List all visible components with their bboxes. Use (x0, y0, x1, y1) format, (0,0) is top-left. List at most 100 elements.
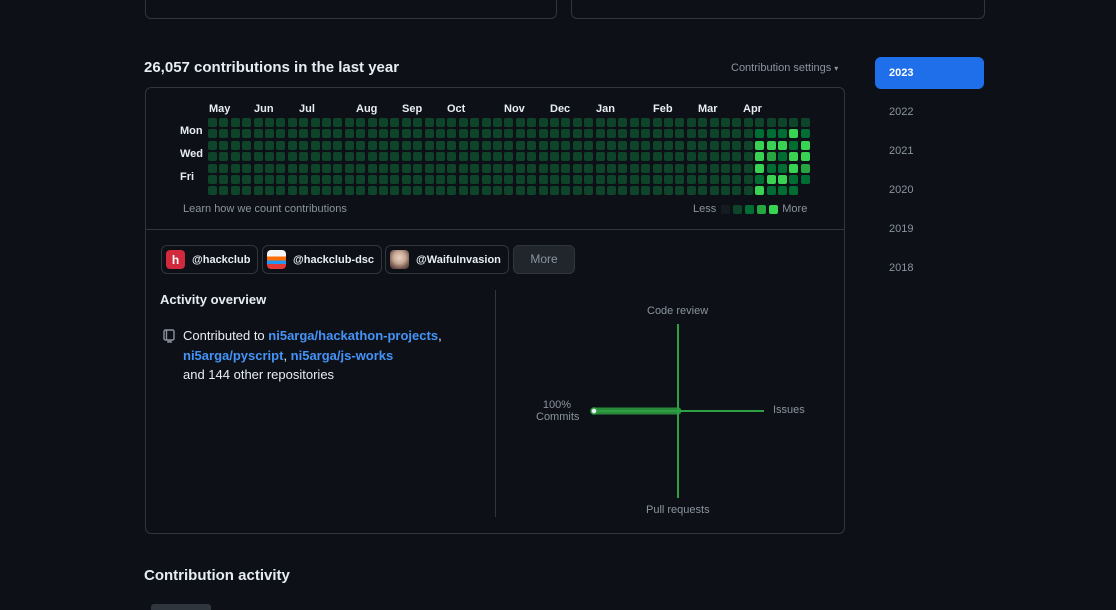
contribution-day-cell[interactable] (276, 129, 286, 139)
contribution-day-cell[interactable] (379, 140, 388, 150)
contribution-day-cell[interactable] (310, 129, 320, 139)
contribution-day-cell[interactable] (641, 175, 651, 184)
contribution-day-cell[interactable] (299, 129, 309, 139)
contribution-day-cell[interactable] (424, 152, 434, 162)
contribution-day-cell[interactable] (686, 152, 696, 162)
contribution-day-cell[interactable] (356, 186, 366, 196)
contribution-day-cell[interactable] (743, 175, 753, 184)
contribution-day-cell[interactable] (299, 152, 309, 162)
contribution-day-cell[interactable] (413, 186, 423, 196)
contribution-day-cell[interactable] (721, 163, 730, 173)
contribution-day-cell[interactable] (287, 140, 297, 150)
contribution-day-cell[interactable] (379, 129, 388, 139)
contribution-day-cell[interactable] (607, 175, 616, 184)
contribution-day-cell[interactable] (208, 152, 217, 162)
contribution-day-cell[interactable] (675, 175, 685, 184)
contribution-day-cell[interactable] (755, 163, 765, 173)
contribution-day-cell[interactable] (367, 129, 377, 139)
contribution-day-cell[interactable] (641, 152, 651, 162)
contribution-day-cell[interactable] (550, 118, 559, 127)
contribution-day-cell[interactable] (424, 186, 434, 196)
contribution-day-cell[interactable] (322, 152, 331, 162)
contribution-day-cell[interactable] (436, 118, 445, 127)
contribution-day-cell[interactable] (550, 163, 559, 173)
contribution-day-cell[interactable] (253, 140, 263, 150)
contribution-day-cell[interactable] (538, 140, 548, 150)
contribution-day-cell[interactable] (789, 163, 799, 173)
contribution-day-cell[interactable] (789, 129, 799, 139)
contribution-day-cell[interactable] (424, 129, 434, 139)
contribution-day-cell[interactable] (584, 163, 594, 173)
contribution-day-cell[interactable] (436, 175, 445, 184)
contribution-day-cell[interactable] (470, 118, 480, 127)
contribution-day-cell[interactable] (253, 129, 263, 139)
contribution-day-cell[interactable] (515, 140, 525, 150)
year-link-2021[interactable]: 2021 (889, 145, 914, 157)
contribution-day-cell[interactable] (527, 186, 537, 196)
contribution-day-cell[interactable] (721, 175, 730, 184)
contribution-day-cell[interactable] (322, 140, 331, 150)
contribution-day-cell[interactable] (778, 186, 787, 196)
contribution-day-cell[interactable] (629, 175, 639, 184)
contribution-day-cell[interactable] (652, 186, 662, 196)
contribution-day-cell[interactable] (470, 175, 480, 184)
contribution-day-cell[interactable] (333, 175, 343, 184)
contribution-day-cell[interactable] (629, 129, 639, 139)
contribution-day-cell[interactable] (401, 129, 411, 139)
contribution-day-cell[interactable] (641, 163, 651, 173)
contribution-settings-dropdown[interactable]: Contribution settings ▾ (731, 62, 838, 74)
contribution-day-cell[interactable] (755, 129, 765, 139)
contribution-day-cell[interactable] (299, 186, 309, 196)
contribution-day-cell[interactable] (481, 175, 491, 184)
contribution-day-cell[interactable] (800, 175, 810, 184)
contribution-day-cell[interactable] (413, 140, 423, 150)
contribution-day-cell[interactable] (230, 175, 240, 184)
contribution-day-cell[interactable] (299, 175, 309, 184)
contribution-day-cell[interactable] (242, 163, 252, 173)
contribution-day-cell[interactable] (595, 129, 605, 139)
contribution-day-cell[interactable] (356, 175, 366, 184)
contribution-day-cell[interactable] (778, 129, 787, 139)
contribution-day-cell[interactable] (721, 118, 730, 127)
contribution-day-cell[interactable] (664, 152, 673, 162)
contribution-day-cell[interactable] (333, 163, 343, 173)
contribution-day-cell[interactable] (344, 152, 354, 162)
org-filter-hackclub[interactable]: h @hackclub (161, 245, 259, 274)
contribution-day-cell[interactable] (755, 140, 765, 150)
contribution-day-cell[interactable] (504, 175, 514, 184)
contribution-day-cell[interactable] (584, 152, 594, 162)
contribution-day-cell[interactable] (504, 140, 514, 150)
contribution-day-cell[interactable] (276, 175, 286, 184)
contribution-day-cell[interactable] (629, 118, 639, 127)
contribution-day-cell[interactable] (253, 152, 263, 162)
contribution-day-cell[interactable] (607, 163, 616, 173)
contribution-day-cell[interactable] (447, 163, 457, 173)
contribution-day-cell[interactable] (515, 118, 525, 127)
contribution-day-cell[interactable] (675, 163, 685, 173)
contribution-day-cell[interactable] (310, 163, 320, 173)
contribution-day-cell[interactable] (732, 186, 742, 196)
contribution-day-cell[interactable] (276, 140, 286, 150)
contribution-day-cell[interactable] (675, 186, 685, 196)
contribution-day-cell[interactable] (322, 163, 331, 173)
contribution-day-cell[interactable] (721, 140, 730, 150)
contribution-day-cell[interactable] (709, 163, 719, 173)
contribution-day-cell[interactable] (652, 152, 662, 162)
contribution-day-cell[interactable] (698, 163, 708, 173)
contribution-day-cell[interactable] (219, 175, 229, 184)
contribution-day-cell[interactable] (686, 140, 696, 150)
contribution-day-cell[interactable] (584, 186, 594, 196)
contribution-day-cell[interactable] (287, 118, 297, 127)
contribution-day-cell[interactable] (413, 163, 423, 173)
contribution-day-cell[interactable] (413, 118, 423, 127)
contribution-day-cell[interactable] (322, 186, 331, 196)
contribution-day-cell[interactable] (481, 186, 491, 196)
contribution-day-cell[interactable] (766, 118, 776, 127)
contribution-day-cell[interactable] (356, 140, 366, 150)
contribution-day-cell[interactable] (265, 175, 274, 184)
contribution-day-cell[interactable] (322, 129, 331, 139)
contribution-day-cell[interactable] (219, 129, 229, 139)
contribution-day-cell[interactable] (344, 129, 354, 139)
contribution-day-cell[interactable] (447, 186, 457, 196)
contribution-day-cell[interactable] (333, 129, 343, 139)
